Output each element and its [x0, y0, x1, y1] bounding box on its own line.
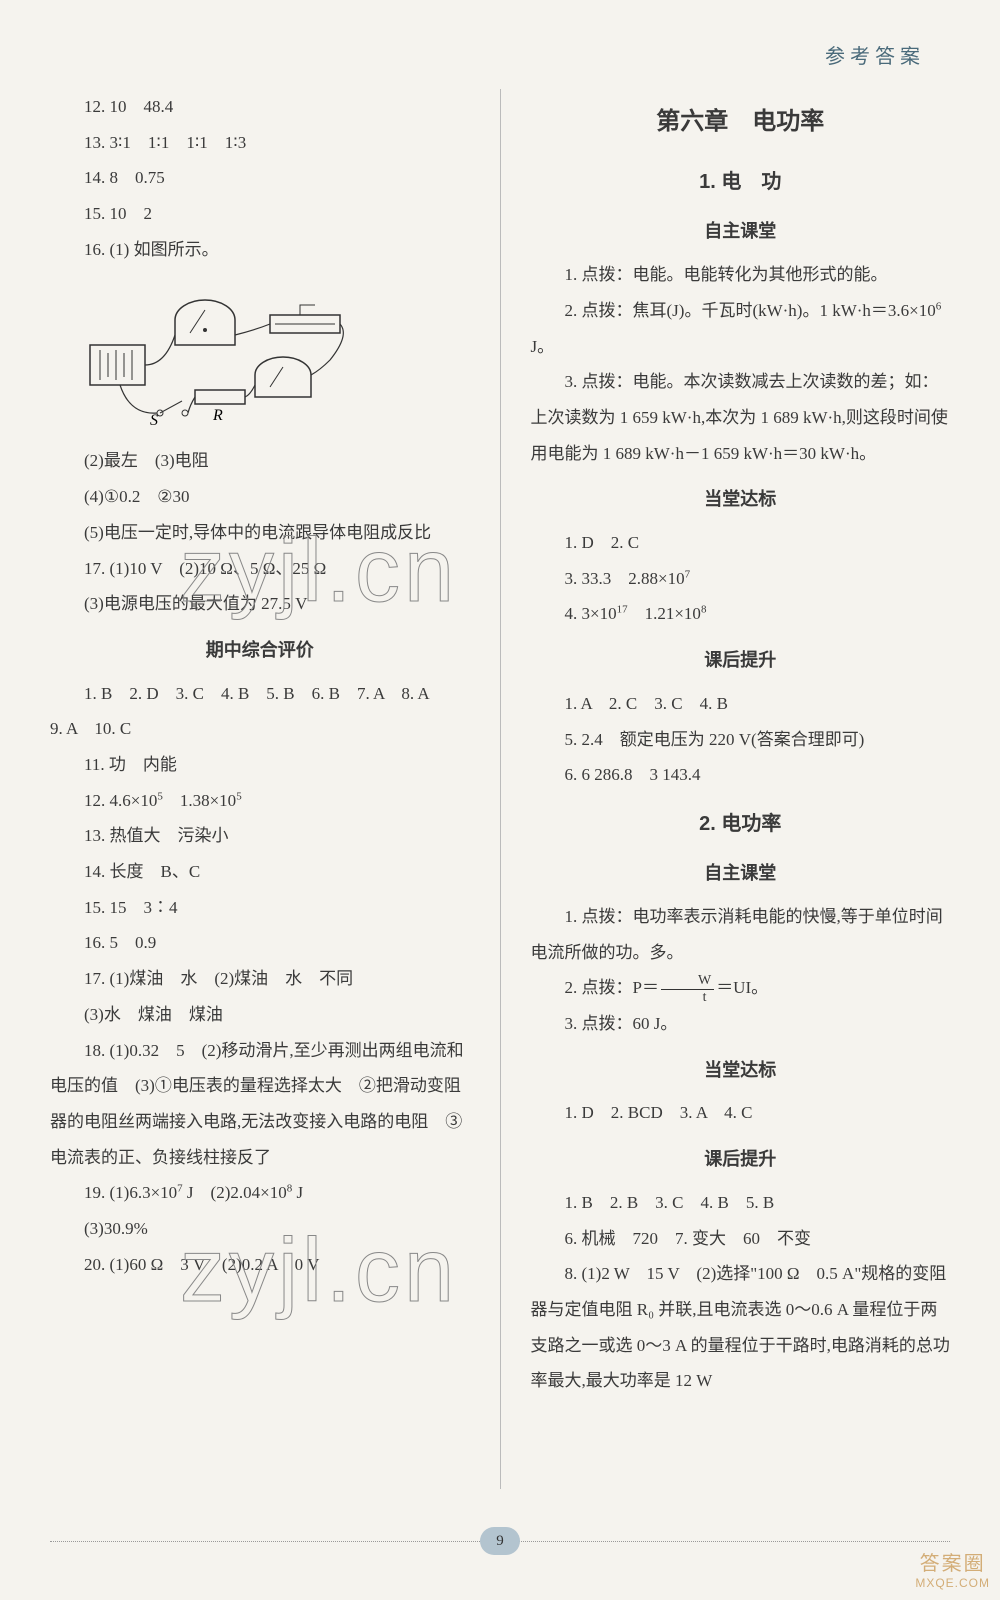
page-header: 参 考 答 案	[50, 40, 950, 69]
answer-line: 6. 6 286.8 3 143.4	[531, 757, 951, 793]
answer-line: 16. 5 0.9	[50, 925, 470, 961]
badge-line1: 答案圈	[915, 1547, 990, 1576]
answer-line: 1. B 2. B 3. C 4. B 5. B	[531, 1185, 951, 1221]
badge-line2: MXQE.COM	[915, 1576, 990, 1590]
answer-line: 4. 3×1017 1.21×108	[531, 596, 951, 632]
answer-line: 6. 机械 720 7. 变大 60 不变	[531, 1221, 951, 1257]
subhead-zizhu: 自主课堂	[531, 213, 951, 251]
label-r: R	[212, 407, 223, 424]
answer-line: 17. (1)10 V (2)10 Ω、5 Ω、25 Ω	[50, 551, 470, 587]
answer-line: 1. 点拨：电功率表示消耗电能的快慢,等于单位时间电流所做的功。多。	[531, 899, 951, 970]
subhead-kehou: 课后提升	[531, 642, 951, 680]
answer-line: 13. 热值大 污染小	[50, 818, 470, 854]
answer-line: 18. (1)0.32 5 (2)移动滑片,至少再测出两组电流和电压的值 (3)…	[50, 1033, 470, 1176]
answer-line: 3. 点拨：60 J。	[531, 1006, 951, 1042]
section-title: 1. 电 功	[531, 161, 951, 203]
page-number: 9	[480, 1527, 520, 1555]
answer-line: (3)电源电压的最大值为 27.5 V	[50, 586, 470, 622]
answer-line: 1. 点拨：电能。电能转化为其他形式的能。	[531, 257, 951, 293]
answer-line: 13. 3∶1 1∶1 1∶1 1∶3	[50, 125, 470, 161]
answer-line: 14. 长度 B、C	[50, 854, 470, 890]
answer-line: (5)电压一定时,导体中的电流跟导体电阻成反比	[50, 515, 470, 551]
answer-line: 16. (1) 如图所示。	[50, 232, 470, 268]
subhead-dangtang: 当堂达标	[531, 481, 951, 519]
answer-line: 5. 2.4 额定电压为 220 V(答案合理即可)	[531, 722, 951, 758]
answer-line: 11. 功 内能	[50, 747, 470, 783]
answer-line: 1. D 2. BCD 3. A 4. C	[531, 1095, 951, 1131]
answer-line: 2. 点拨：P＝Wt＝UI。	[531, 970, 951, 1006]
mid-exam-title: 期中综合评价	[50, 632, 470, 670]
answer-line: 1. A 2. C 3. C 4. B	[531, 686, 951, 722]
answer-line: 8. (1)2 W 15 V (2)选择"100 Ω 0.5 A"规格的变阻器与…	[531, 1256, 951, 1399]
right-column: 第六章 电功率 1. 电 功 自主课堂 1. 点拨：电能。电能转化为其他形式的能…	[531, 89, 951, 1489]
left-column: 12. 10 48.4 13. 3∶1 1∶1 1∶1 1∶3 14. 8 0.…	[50, 89, 470, 1489]
corner-badge: 答案圈 MXQE.COM	[915, 1547, 990, 1590]
answer-line: 2. 点拨：焦耳(J)。千瓦时(kW·h)。1 kW·h＝3.6×106 J。	[531, 293, 951, 364]
answer-line: 17. (1)煤油 水 (2)煤油 水 不同	[50, 961, 470, 997]
answer-line: 15. 15 3∶4	[50, 890, 470, 926]
content-columns: 12. 10 48.4 13. 3∶1 1∶1 1∶1 1∶3 14. 8 0.…	[50, 89, 950, 1489]
answer-line: 12. 10 48.4	[50, 89, 470, 125]
column-divider	[500, 89, 501, 1489]
subhead-zizhu: 自主课堂	[531, 855, 951, 893]
answer-line: 3. 33.3 2.88×107	[531, 561, 951, 597]
answer-line: 3. 点拨：电能。本次读数减去上次读数的差；如：上次读数为 1 659 kW·h…	[531, 364, 951, 471]
section-title: 2. 电功率	[531, 803, 951, 845]
answer-line: 19. (1)6.3×107 J (2)2.04×108 J	[50, 1175, 470, 1211]
answer-line: 20. (1)60 Ω 3 V (2)0.2 A 0 V	[50, 1247, 470, 1283]
subhead-kehou: 课后提升	[531, 1141, 951, 1179]
answer-line: 1. D 2. C	[531, 525, 951, 561]
answer-line: 1. B 2. D 3. C 4. B 5. B 6. B 7. A 8. A	[50, 676, 470, 712]
chapter-title: 第六章 电功率	[531, 97, 951, 147]
circuit-diagram: S R	[80, 275, 360, 435]
answer-line: 14. 8 0.75	[50, 160, 470, 196]
answer-line: 15. 10 2	[50, 196, 470, 232]
answer-line: (2)最左 (3)电阻	[50, 443, 470, 479]
answer-line: 12. 4.6×105 1.38×105	[50, 783, 470, 819]
label-s: S	[150, 412, 158, 429]
subhead-dangtang: 当堂达标	[531, 1052, 951, 1090]
answer-line: 9. A 10. C	[50, 711, 470, 747]
answer-line: (3)水 煤油 煤油	[50, 997, 470, 1033]
answer-line: (4)①0.2 ②30	[50, 479, 470, 515]
answer-line: (3)30.9%	[50, 1211, 470, 1247]
